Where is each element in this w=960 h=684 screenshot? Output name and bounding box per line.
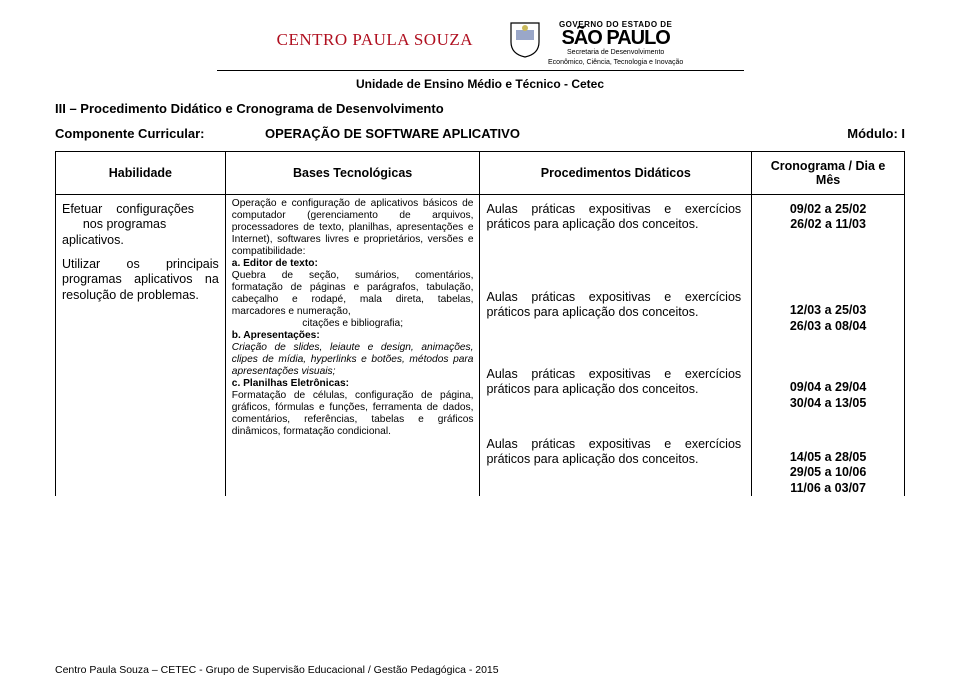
th-cronograma: Cronograma / Dia e Mês: [752, 151, 905, 194]
bases-c-body: Formatação de células, configuração de p…: [232, 390, 474, 437]
cell-cronograma: 09/02 a 25/02 26/02 a 11/03 12/03 a 25/0…: [752, 194, 905, 496]
cell-procedimentos: Aulas práticas expositivas e exercícios …: [480, 194, 752, 496]
emblem-icon: [508, 20, 542, 61]
bases-a-label: a. Editor de texto:: [232, 258, 318, 269]
proc-text-4: Aulas práticas expositivas e exercícios …: [486, 437, 745, 467]
cell-habilidade: Efetuar configurações nos programas apli…: [56, 194, 226, 496]
sp-sub-line2: Econômico, Ciência, Tecnologia e Inovaçã…: [548, 59, 683, 67]
component-row: Componente Curricular: OPERAÇÃO DE SOFTW…: [55, 126, 905, 141]
cron-3a: 09/04 a 29/04: [790, 380, 866, 394]
logo-sao-paulo-gov: GOVERNO DO ESTADO DE SÃO PAULO Secretari…: [508, 20, 683, 68]
cron-1a: 09/02 a 25/02: [790, 202, 866, 216]
page-footer: Centro Paula Souza – CETEC - Grupo de Su…: [55, 664, 499, 676]
hab-p1: Efetuar configurações nos programas apli…: [62, 202, 219, 249]
header-logos: CENTRO PAULA SOUZA GOVERNO DO ESTADO DE …: [55, 20, 905, 68]
cron-3b: 30/04 a 13/05: [790, 396, 866, 410]
unit-line: Unidade de Ensino Médio e Técnico - Cete…: [55, 77, 905, 91]
cron-block-1: 09/02 a 25/02 26/02 a 11/03: [758, 202, 898, 233]
table-body-row: Efetuar configurações nos programas apli…: [56, 194, 905, 496]
bases-b-label: b. Apresentações:: [232, 330, 320, 341]
bases-a-body: Quebra de seção, sumários, comentários, …: [232, 270, 474, 317]
th-bases: Bases Tecnológicas: [225, 151, 480, 194]
bases-c-label: c. Planilhas Eletrônicas:: [232, 378, 349, 389]
bases-a-cite: citações e bibliografia;: [232, 318, 474, 330]
logo-centro-paula-souza: CENTRO PAULA SOUZA: [277, 30, 473, 50]
bases-b-body: Criação de slides, leiaute e design, ani…: [232, 342, 474, 377]
sp-state-line: SÃO PAULO: [548, 29, 683, 47]
logo-text-line1: CENTRO PAULA SOUZA: [277, 30, 473, 50]
header-divider: [217, 70, 744, 71]
bases-intro: Operação e configuração de aplicativos b…: [232, 198, 474, 257]
proc-text-3: Aulas práticas expositivas e exercícios …: [486, 367, 745, 397]
comp-value: OPERAÇÃO DE SOFTWARE APLICATIVO: [265, 126, 520, 141]
comp-label: Componente Curricular:: [55, 126, 225, 141]
table-header-row: Habilidade Bases Tecnológicas Procedimen…: [56, 151, 905, 194]
cron-block-4: 14/05 a 28/05 29/05 a 10/06 11/06 a 03/0…: [758, 450, 898, 497]
cron-4b: 29/05 a 10/06: [790, 465, 866, 479]
th-procedimentos: Procedimentos Didáticos: [480, 151, 752, 194]
proc-text-1: Aulas práticas expositivas e exercícios …: [486, 202, 745, 232]
sp-sub-line1: Secretaria de Desenvolvimento: [548, 49, 683, 57]
cron-4c: 11/06 a 03/07: [790, 481, 866, 495]
hab-p2: Utilizar os principais programas aplicat…: [62, 257, 219, 304]
proc-text-2: Aulas práticas expositivas e exercícios …: [486, 290, 745, 320]
bases-text: Operação e configuração de aplicativos b…: [232, 198, 474, 439]
cron-block-2: 12/03 a 25/03 26/03 a 08/04: [758, 303, 898, 334]
cell-bases: Operação e configuração de aplicativos b…: [225, 194, 480, 496]
curriculum-table: Habilidade Bases Tecnológicas Procedimen…: [55, 151, 905, 497]
th-habilidade: Habilidade: [56, 151, 226, 194]
habilidade-text: Efetuar configurações nos programas apli…: [62, 198, 219, 304]
section-title: III – Procedimento Didático e Cronograma…: [55, 101, 905, 116]
cron-1b: 26/02 a 11/03: [790, 217, 866, 231]
cron-block-3: 09/04 a 29/04 30/04 a 13/05: [758, 380, 898, 411]
cron-2a: 12/03 a 25/03: [790, 303, 866, 317]
sp-text-block: GOVERNO DO ESTADO DE SÃO PAULO Secretari…: [548, 20, 683, 68]
cron-4a: 14/05 a 28/05: [790, 450, 866, 464]
module-label: Módulo: I: [847, 126, 905, 141]
cron-2b: 26/03 a 08/04: [790, 319, 866, 333]
document-page: CENTRO PAULA SOUZA GOVERNO DO ESTADO DE …: [0, 0, 960, 684]
